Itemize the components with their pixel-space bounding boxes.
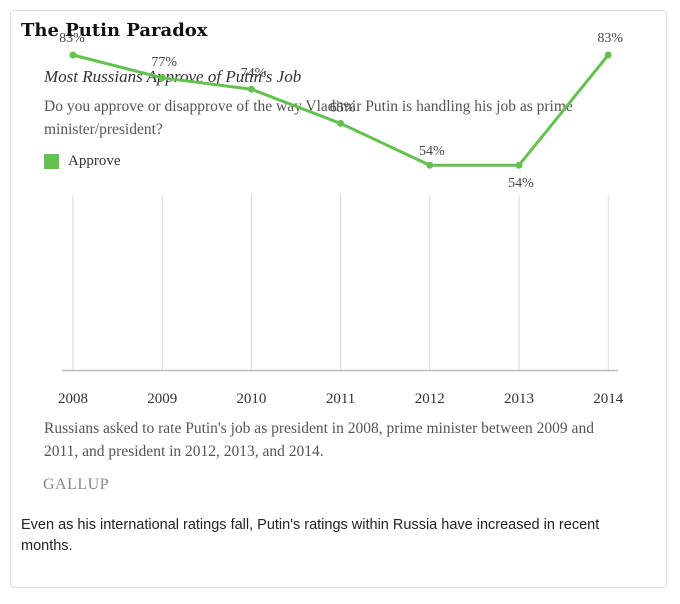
chart-subtitle: Do you approve or disapprove of the way …: [44, 98, 573, 138]
article-card: [10, 10, 667, 588]
legend-swatch-approve: [44, 154, 59, 169]
x-tick-label: 2009: [147, 391, 177, 407]
x-tick-label: 2012: [415, 391, 445, 407]
x-tick-label: 2010: [236, 391, 266, 407]
article-caption: Even as his international ratings fall, …: [21, 517, 600, 554]
x-tick-label: 2008: [58, 391, 88, 407]
legend-label-approve: Approve: [68, 153, 121, 169]
x-tick-label: 2013: [504, 391, 534, 407]
data-label: 74%: [241, 66, 267, 81]
data-point: [515, 161, 523, 169]
data-label: 54%: [419, 144, 445, 159]
chart-footnote: Russians asked to rate Putin's job as pr…: [44, 420, 594, 460]
x-tick-label: 2011: [326, 391, 355, 407]
chart-legend: Approve: [44, 153, 121, 170]
data-point: [337, 119, 345, 127]
data-label: 65%: [330, 100, 356, 115]
data-point: [158, 74, 166, 82]
data-label: 54%: [508, 176, 534, 191]
data-point: [69, 51, 77, 59]
data-point: [604, 51, 612, 59]
data-label: 83%: [59, 31, 85, 46]
source-label: GALLUP: [43, 476, 110, 493]
chart-title: Most Russians Approve of Putin's Job: [44, 67, 302, 86]
x-tick-label: 2014: [593, 391, 624, 407]
card-title: The Putin Paradox: [21, 20, 208, 41]
line-chart: 83% 77% 74% 65% 54% 54% 83% 2008 2009 2010 2011 201…: [58, 31, 624, 407]
data-label: 83%: [597, 31, 623, 46]
data-point: [247, 85, 255, 93]
data-label: 77%: [151, 55, 177, 70]
data-point: [426, 161, 434, 169]
